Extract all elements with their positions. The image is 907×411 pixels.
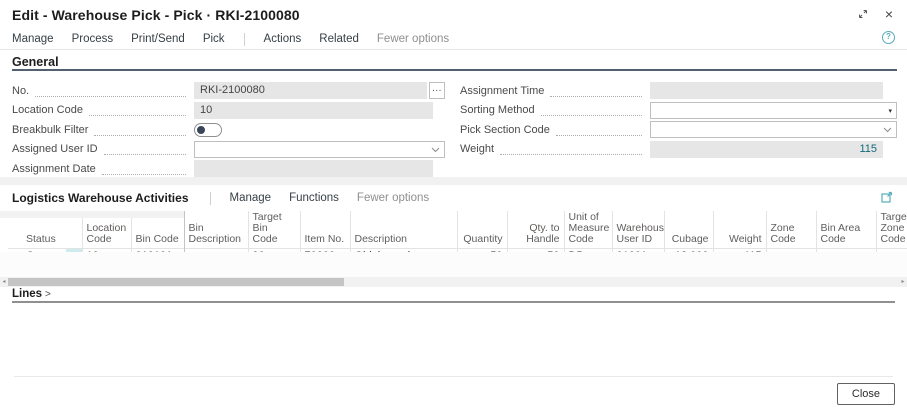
pick-section-code-combobox[interactable]: [650, 121, 897, 138]
pick-section-code-label: Pick Section Code: [460, 123, 550, 136]
col-bin-description[interactable]: Bin Description: [183, 211, 248, 249]
assignment-time-input: [650, 82, 883, 99]
dotted-leader: [555, 124, 642, 136]
col-bin-area-code[interactable]: Bin Area Code: [815, 211, 876, 249]
assignment-date-input: [194, 160, 433, 177]
chevron-down-icon: [883, 127, 892, 133]
dotted-leader: [500, 143, 642, 155]
page-title: Edit - Warehouse Pick - Pick · RKI-21000…: [12, 7, 300, 23]
actionbar-divider-line: [0, 49, 907, 50]
lines-section-toggle[interactable]: Lines >: [12, 288, 51, 300]
assigned-user-id-label: Assigned User ID: [12, 143, 98, 155]
location-code-input: 10: [194, 101, 433, 119]
actionbar-divider: [243, 32, 245, 46]
col-weight[interactable]: Weight: [712, 211, 766, 249]
subbar-divider: [209, 191, 211, 205]
dotted-leader: [88, 104, 186, 116]
lines-section-rule: [12, 301, 895, 303]
lines-section-label: Lines: [12, 288, 43, 300]
col-qty-to-handle[interactable]: Qty. to Handle: [506, 211, 564, 249]
col-status[interactable]: Status: [26, 233, 56, 245]
col-target-bin-code[interactable]: Target Bin Code: [247, 211, 300, 249]
horizontal-scrollbar[interactable]: ◂ ▸: [0, 277, 907, 287]
menu-manage[interactable]: Manage: [12, 33, 54, 45]
sorting-method-select[interactable]: ▾: [650, 101, 897, 119]
close-button[interactable]: Close: [836, 383, 895, 405]
general-section-heading[interactable]: General: [12, 55, 59, 69]
close-window-icon[interactable]: ×: [884, 6, 894, 22]
dotted-leader: [550, 85, 642, 97]
assigned-user-id-combobox[interactable]: [194, 140, 445, 158]
field-weight: Weight 115: [460, 140, 897, 158]
col-cubage[interactable]: Cubage: [663, 211, 713, 249]
menu-process[interactable]: Process: [71, 33, 114, 45]
field-location-code: Location Code 10: [12, 101, 445, 119]
no-label: No.: [12, 84, 30, 97]
focus-mode-icon[interactable]: [881, 190, 893, 208]
assignment-time-label: Assignment Time: [460, 84, 545, 97]
assignment-date-label: Assignment Date: [12, 162, 96, 175]
weight-value[interactable]: 115: [650, 140, 883, 158]
scrollbar-thumb[interactable]: [8, 278, 344, 286]
help-icon[interactable]: ?: [882, 31, 895, 44]
general-right-column: Assignment Time Sorting Method ▾ Pick Se…: [460, 82, 897, 160]
col-zone-code[interactable]: Zone Code: [765, 211, 816, 249]
table-header-row: Status Location Code Bin Code Bin Descri…: [8, 211, 907, 249]
field-breakbulk-filter: Breakbulk Filter: [12, 121, 445, 138]
lines-part-title: Logistics Warehouse Activities: [12, 191, 189, 205]
part-separator: [0, 177, 907, 185]
lines-menu-manage[interactable]: Manage: [229, 192, 272, 204]
menu-pick[interactable]: Pick: [202, 33, 225, 45]
menu-related[interactable]: Related: [319, 33, 359, 45]
field-assigned-user-id: Assigned User ID: [12, 140, 445, 158]
menu-fewer-options[interactable]: Fewer options: [376, 33, 450, 45]
scroll-right-icon[interactable]: ▸: [901, 279, 905, 285]
sorting-method-label: Sorting Method: [460, 104, 535, 116]
field-assignment-time: Assignment Time: [460, 82, 897, 99]
menu-print-send[interactable]: Print/Send: [131, 33, 185, 45]
chevron-right-icon: >: [45, 288, 51, 300]
collapse-window-icon[interactable]: [855, 6, 871, 22]
frozen-pane-cap: [0, 211, 184, 218]
weight-label: Weight: [460, 143, 495, 155]
toggle-knob: [197, 125, 205, 134]
general-section-rule: [12, 69, 897, 71]
dotted-leader: [540, 104, 642, 116]
dotted-leader: [35, 85, 186, 97]
field-sorting-method: Sorting Method ▾: [460, 101, 897, 119]
window-controls: ×: [855, 6, 897, 22]
field-pick-section-code: Pick Section Code: [460, 121, 897, 138]
field-no: No. RKI-2100080 ...: [12, 82, 445, 99]
chevron-down-icon: [431, 147, 440, 152]
action-bar: Manage Process Print/Send Pick Actions R…: [12, 31, 449, 47]
scroll-left-icon[interactable]: ◂: [2, 279, 6, 285]
lines-menu-fewer-options[interactable]: Fewer options: [356, 192, 430, 204]
col-item-no[interactable]: Item No.: [299, 211, 350, 249]
location-code-label: Location Code: [12, 104, 83, 116]
general-left-column: No. RKI-2100080 ... Location Code 10 Bre…: [12, 82, 445, 180]
menu-actions[interactable]: Actions: [263, 33, 302, 45]
dotted-leader: [101, 163, 186, 175]
col-description[interactable]: Description: [349, 211, 457, 249]
col-warehouse-user-id[interactable]: Warehouse User ID: [611, 211, 664, 249]
col-quantity[interactable]: Quantity: [456, 211, 507, 249]
no-assist-edit-button[interactable]: ...: [429, 82, 445, 99]
breakbulk-filter-toggle[interactable]: [194, 122, 222, 137]
grid-empty-area: [0, 252, 907, 277]
dotted-leader: [94, 124, 186, 136]
lines-part-header: Logistics Warehouse Activities Manage Fu…: [12, 190, 429, 206]
lines-menu-functions[interactable]: Functions: [289, 192, 339, 204]
select-arrow-icon: ▾: [888, 107, 892, 115]
dotted-leader: [103, 143, 186, 155]
col-unit-of-measure-code[interactable]: Unit of Measure Code: [563, 211, 612, 249]
no-input: RKI-2100080: [194, 82, 427, 99]
col-target-zone-code[interactable]: Target Zone Code: [875, 211, 907, 249]
field-assignment-date: Assignment Date: [12, 160, 445, 177]
footer-divider: [14, 376, 893, 377]
breakbulk-filter-label: Breakbulk Filter: [12, 123, 89, 136]
